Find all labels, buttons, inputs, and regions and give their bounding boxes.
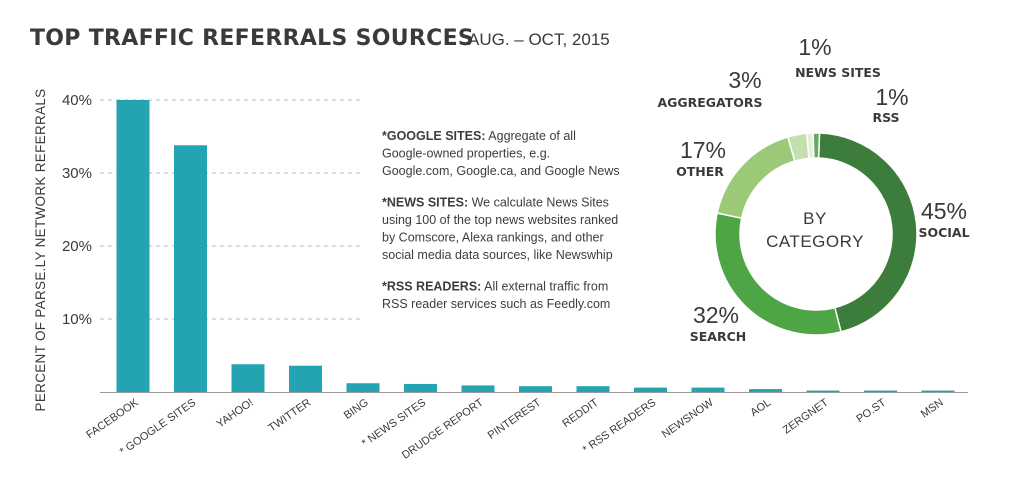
donut-slice-rss (812, 132, 821, 159)
x-tick-label: MSN (919, 397, 946, 421)
bar (519, 386, 552, 392)
note-line: RSS reader services such as Feedly.com (382, 297, 610, 311)
bar (576, 386, 610, 392)
note-line: by Comscore, Alexa rankings, and other (382, 231, 604, 245)
donut-center-label-2: CATEGORY (766, 232, 864, 251)
x-tick-label: AOL (748, 397, 773, 419)
note-line: *NEWS SITES: We calculate News Sites (382, 196, 609, 210)
bar (174, 145, 207, 392)
bar-layer (116, 100, 955, 392)
x-tick-label: BING (342, 397, 371, 422)
x-tick-label: PINTEREST (486, 396, 544, 441)
note-line: Google.com, Google.ca, and Google News (382, 164, 620, 178)
note-text: We calculate News Sites (468, 196, 609, 210)
slice-rss-name: RSS (872, 110, 899, 125)
bar (691, 387, 725, 392)
note-heading: *GOOGLE SITES: (382, 129, 486, 143)
note-line: social media data sources, like Newswhip (382, 248, 613, 262)
note-heading: *NEWS SITES: (382, 196, 468, 210)
slice-social-name: SOCIAL (918, 225, 969, 240)
note-line: *RSS READERS: All external traffic from (382, 280, 608, 294)
y-axis-label: PERCENT OF PARSE.LY NETWORK REFERRALS (33, 89, 48, 412)
slice-rss-pct: 1% (875, 84, 908, 110)
slice-search-pct: 32% (693, 302, 739, 328)
donut-center-label-1: BY (803, 209, 827, 228)
slice-other-name: OTHER (676, 164, 724, 179)
bar (461, 385, 495, 392)
note-text: Aggregate of all (486, 129, 576, 143)
chart-subtitle: AUG. – OCT, 2015 (468, 30, 610, 49)
notes-block: *GOOGLE SITES: Aggregate of all Google-ow… (382, 129, 620, 311)
donut-chart (714, 132, 918, 336)
bar (404, 383, 437, 392)
slice-other-pct: 17% (680, 137, 726, 163)
slice-aggregators-pct: 3% (728, 67, 761, 93)
y-tick-label: 10% (62, 311, 92, 328)
y-tick-label: 20% (62, 238, 92, 255)
bar (346, 383, 380, 392)
x-tick-label: PO.ST (854, 396, 888, 425)
x-tick-label: REDDIT (560, 396, 601, 429)
slice-aggregators-name: AGGREGATORS (657, 95, 762, 110)
note-line: *GOOGLE SITES: Aggregate of all (382, 129, 576, 143)
x-tick-label: FACEBOOK (84, 396, 141, 441)
bar (634, 387, 667, 392)
x-tick-label: YAHOO! (214, 397, 255, 431)
bar (116, 100, 150, 392)
bar (864, 390, 897, 392)
bar (749, 389, 782, 392)
y-tick-label: 30% (62, 165, 92, 182)
note-text: All external traffic from (481, 280, 608, 294)
x-tick-layer: FACEBOOK* GOOGLE SITES YAHOO! TWITTER BING*… (84, 396, 946, 461)
bar (289, 365, 322, 392)
slice-newssites-name: NEWS SITES (795, 65, 881, 80)
note-line: Google-owned properties, e.g. (382, 147, 550, 161)
note-heading: *RSS READERS: (382, 280, 481, 294)
chart-title: TOP TRAFFIC REFERRALS SOURCES (30, 26, 474, 51)
slice-social-pct: 45% (921, 198, 967, 224)
bar (921, 390, 955, 392)
slice-newssites-pct: 1% (798, 34, 831, 60)
y-tick-label: 40% (62, 92, 92, 109)
donut-slice-social (817, 132, 918, 333)
x-tick-label: ZERGNET (781, 396, 831, 436)
x-tick-label: NEWSNOW (660, 396, 716, 441)
note-line: using 100 of the top news websites ranke… (382, 213, 618, 227)
slice-search-name: SEARCH (690, 329, 746, 344)
x-tick-label: TWITTER (266, 397, 313, 435)
donut-slice-other (716, 136, 796, 220)
bar (231, 364, 265, 392)
bar (806, 390, 840, 392)
